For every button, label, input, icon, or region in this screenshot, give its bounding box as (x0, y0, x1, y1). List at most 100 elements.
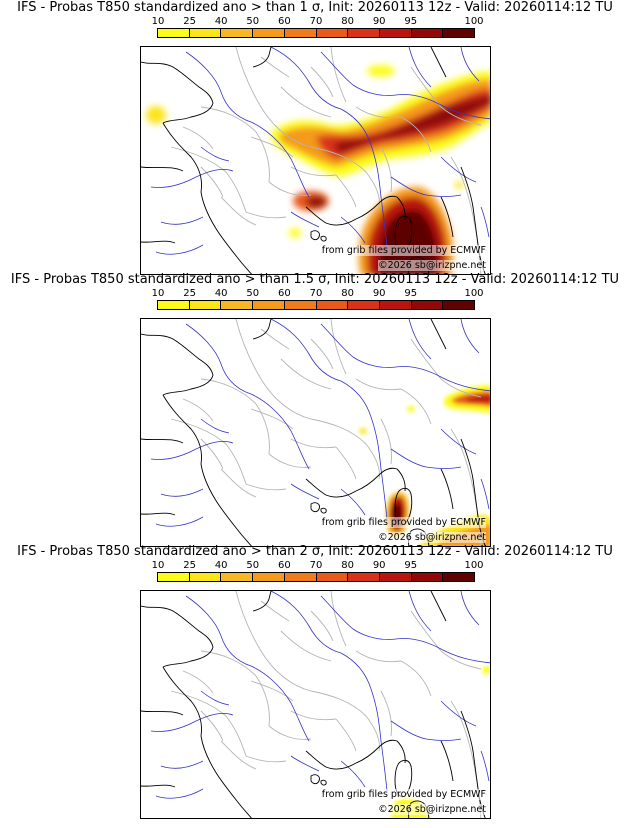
credit-source: from grib files provided by ECMWF (321, 789, 486, 800)
coastline (396, 740, 406, 764)
credit-source: from grib files provided by ECMWF (321, 245, 486, 256)
coastline (430, 591, 447, 622)
coastline (141, 784, 176, 788)
colorbar-tick-label: 40 (214, 288, 228, 299)
coastline (252, 319, 272, 340)
colorbar-swatch (284, 573, 317, 581)
coastline (141, 710, 184, 716)
colorbar-swatch (348, 301, 380, 309)
colorbar-swatch (379, 573, 412, 581)
colorbar-swatch (348, 29, 380, 37)
river-line (440, 428, 477, 455)
colorbar-swatch (443, 29, 475, 37)
colorbar-labels: 10 25 40 50 60 70 80 90 95 100 (152, 288, 484, 299)
colorbar-tick-label: 50 (246, 560, 260, 571)
river-line (440, 700, 477, 727)
coastline (396, 468, 406, 492)
map-border-line (355, 106, 402, 119)
river-line (395, 94, 490, 120)
map-border-line (170, 146, 247, 213)
coastline (460, 166, 480, 253)
river-line (440, 156, 477, 183)
map-border-line (400, 660, 432, 697)
colorbar-swatch (221, 573, 254, 581)
map-border-line (400, 116, 432, 153)
coastline (305, 478, 357, 498)
map-border-line (245, 211, 287, 219)
colorbar-swatch (379, 301, 412, 309)
map-border-line (260, 328, 290, 350)
river-line (155, 516, 204, 527)
map-border-line (260, 56, 290, 78)
map-border-line (335, 446, 357, 480)
colorbar-labels: 10 25 40 50 60 70 80 90 95 100 (152, 560, 484, 571)
colorbar-swatch (221, 29, 254, 37)
credit-copyright: ©2026 sb@irizpne.net (378, 804, 486, 815)
coastline (355, 467, 398, 492)
map-border-line (268, 725, 312, 740)
river-line (340, 380, 372, 418)
coastline (355, 195, 398, 220)
colorbar-tick-label: 70 (309, 560, 323, 571)
river-line (200, 690, 230, 706)
colorbar-tick-label: 90 (372, 560, 386, 571)
map-border-line (182, 398, 214, 422)
river-line (185, 51, 252, 123)
river-line (155, 244, 204, 255)
colorbar-tick-label: 95 (404, 560, 418, 571)
map-border-line (280, 86, 332, 118)
colorbar-tick-label: 10 (151, 288, 165, 299)
coastline (320, 779, 327, 786)
coastline (200, 463, 238, 530)
colorbar-swatch (411, 301, 444, 309)
river-line (340, 652, 372, 690)
colorbar-tick-label: 50 (246, 288, 260, 299)
river-line (155, 788, 204, 799)
map-border-line (250, 136, 294, 158)
coastline (440, 468, 454, 510)
map-border-line (200, 106, 270, 183)
basemap (141, 319, 490, 546)
river-line (150, 713, 234, 732)
colorbar-tick-label: 50 (246, 16, 260, 27)
colorbar-tick-label: 25 (183, 560, 196, 571)
coastline (430, 47, 447, 78)
map-border-line (268, 453, 312, 468)
coastline (141, 240, 176, 244)
colorbar-swatches (157, 572, 475, 582)
colorbar-swatch (253, 573, 285, 581)
colorbar-swatch (284, 29, 317, 37)
map-border-line (440, 106, 482, 126)
coastline (355, 739, 398, 764)
map-border-line (440, 650, 482, 670)
colorbar-tick-label: 60 (278, 560, 291, 571)
coastline (440, 740, 454, 782)
map-border-line (310, 146, 380, 208)
river-line (160, 216, 204, 225)
coastline (141, 512, 176, 516)
colorbar-swatch (316, 573, 349, 581)
river-line (150, 441, 234, 460)
river-line (290, 211, 320, 228)
map-canvas (141, 591, 490, 818)
colorbar-tick-label: 25 (183, 288, 196, 299)
map-border-line (250, 680, 294, 702)
map-border-line (335, 718, 357, 752)
coastline (236, 800, 252, 818)
map-border-line (310, 418, 380, 480)
colorbar-tick-label: 10 (151, 16, 165, 27)
map-border-line (310, 338, 334, 370)
map-border-line (410, 610, 442, 652)
coastline (310, 230, 320, 241)
colorbar-tick-label: 95 (404, 16, 418, 27)
map-canvas (141, 319, 490, 546)
map-border-line (250, 408, 294, 430)
map-border-line (200, 378, 270, 455)
map-border-line (290, 438, 337, 449)
colorbar-tick-label: 80 (341, 16, 354, 27)
credit-copyright: ©2026 sb@irizpne.net (378, 260, 486, 271)
colorbar-tick-label: 95 (404, 288, 418, 299)
map-border-line (170, 690, 247, 757)
colorbar-tick-label: 10 (151, 560, 165, 571)
map-border-line (310, 610, 334, 642)
